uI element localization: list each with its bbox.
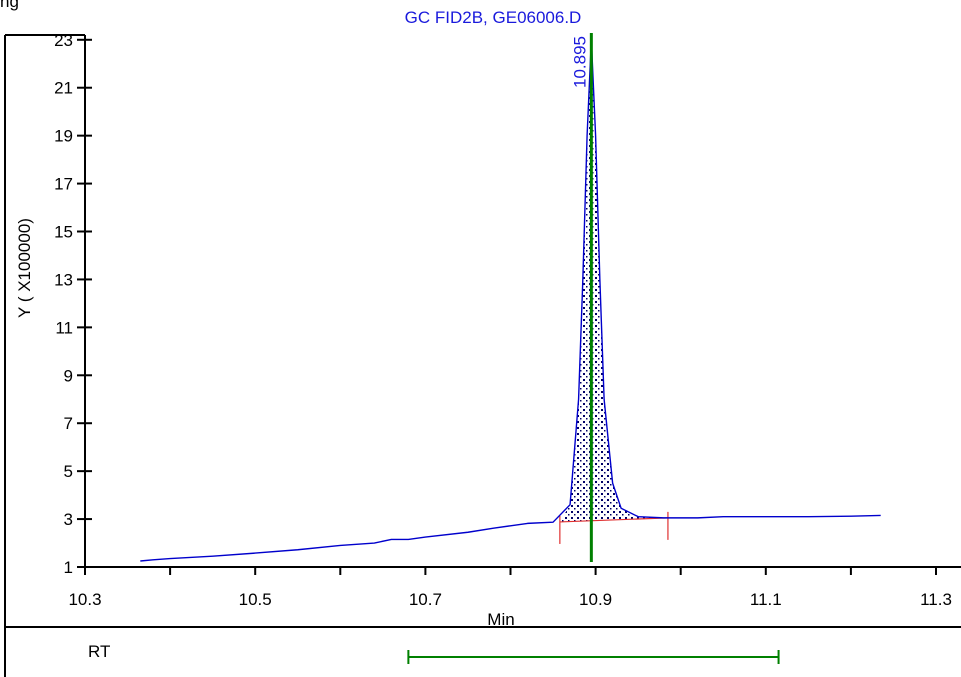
rt-window-bar [407,650,780,664]
y-tick-label: 19 [54,127,73,146]
x-axis-ticks: 10.3 10.5 10.7 10.9 11.1 11.3 [68,567,952,609]
y-tick-label: 21 [54,79,73,98]
header-fragment-text: ng [0,0,19,11]
y-tick-label: 3 [64,510,73,529]
trace-series [140,39,881,562]
x-tick-label: 10.9 [579,590,612,609]
y-tick-label: 23 [54,31,73,50]
x-axis-title: Min [487,610,514,629]
y-tick-label: 7 [64,414,73,433]
chart-title: GC FID2B, GE06006.D [405,8,582,27]
y-tick-label: 17 [54,175,73,194]
x-tick-label: 10.5 [239,590,272,609]
y-tick-label: 5 [64,462,73,481]
chromatogram-trace [140,39,881,562]
x-tick-label: 10.7 [409,590,442,609]
peak-area-fill [559,39,668,522]
y-tick-label: 11 [55,318,73,337]
peak-baseline [559,517,668,523]
y-tick-label: 15 [54,223,73,242]
x-tick-label: 10.3 [68,590,101,609]
chart-frame [4,34,961,677]
peak-integration [559,39,669,544]
y-axis-title: Y ( X100000) [15,218,34,318]
rt-label: RT [88,642,110,661]
x-tick-label: 11.3 [920,590,952,609]
peak-markers: 10.895 [570,33,593,562]
x-tick-label: 11.1 [750,590,782,609]
y-tick-label: 9 [64,366,73,385]
y-tick-label: 13 [54,270,73,289]
peak-rt-label: 10.895 [570,36,589,88]
y-tick-label: 1 [64,558,73,577]
